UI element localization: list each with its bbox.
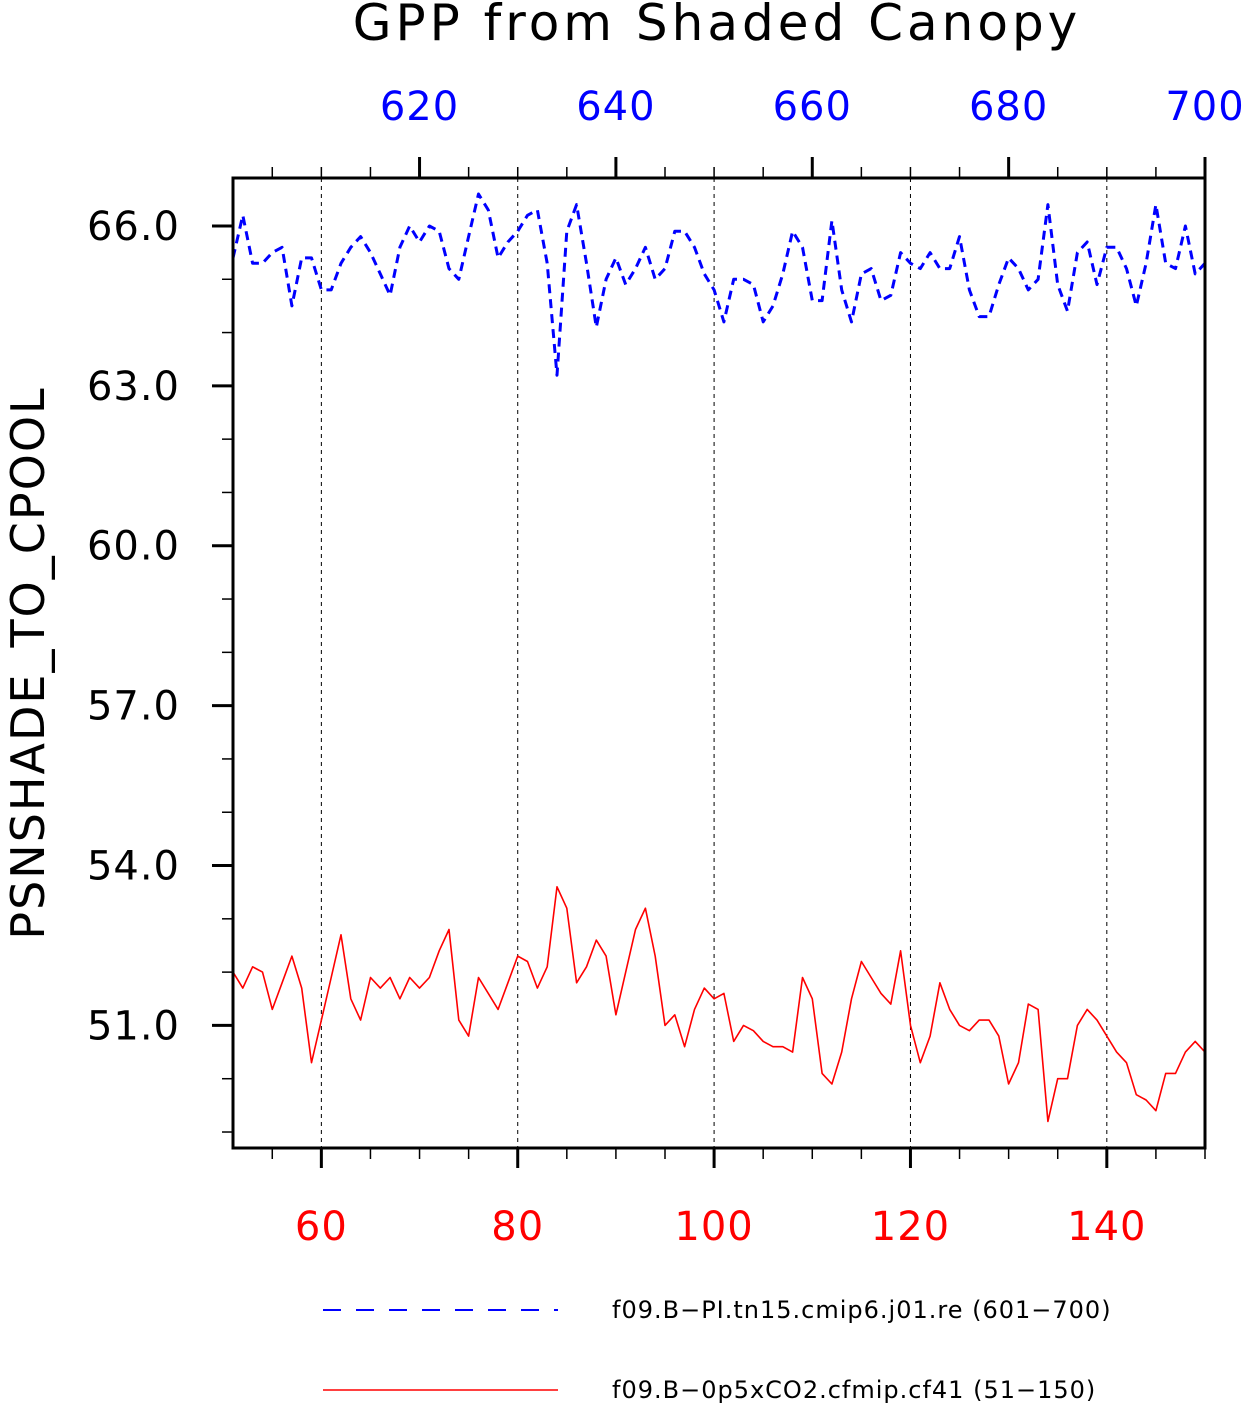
x-bottom-tick-label: 80 [491,1204,544,1250]
plot-frame [231,176,1207,1150]
x-bottom-tick-label: 140 [1067,1204,1146,1250]
series-layer [231,192,1207,1123]
x-bottom-tick-label: 120 [871,1204,950,1250]
y-tick-label: 60.0 [87,524,180,570]
axes [212,157,1207,1168]
x-top-tick-label: 640 [576,84,655,130]
y-tick-label: 66.0 [87,204,180,250]
x-bottom-tick-label: 100 [674,1204,753,1250]
legend-label-0: f09.B−PI.tn15.cmip6.j01.re (601−700) [612,1296,1112,1324]
x-top-tick-label: 680 [969,84,1048,130]
series-line-1 [232,885,1206,1123]
legend-label-1: f09.B−0p5xCO2.cfmip.cf41 (51−150) [612,1376,1096,1404]
x-top-tick-label: 660 [773,84,852,130]
y-tick-label: 54.0 [87,844,180,890]
y-tick-label: 57.0 [87,684,180,730]
legend: f09.B−PI.tn15.cmip6.j01.re (601−700) f09.… [323,1296,1112,1404]
y-tick-label: 63.0 [87,364,180,410]
chart-title: GPP from Shaded Canopy [353,0,1082,52]
series-line-0 [231,192,1207,377]
y-tick-label: 51.0 [87,1003,180,1049]
x-top-tick-label: 700 [1165,84,1244,130]
tick-labels: 51.0 54.0 57.0 60.0 63.0 66.0 60 80 100 120 140 620… [87,84,1244,1250]
x-top-tick-label: 620 [380,84,459,130]
x-bottom-tick-label: 60 [295,1204,348,1250]
grid-lines [320,178,1108,1148]
y-axis-label: PSNSHADE_TO_CPOOL [1,386,55,939]
